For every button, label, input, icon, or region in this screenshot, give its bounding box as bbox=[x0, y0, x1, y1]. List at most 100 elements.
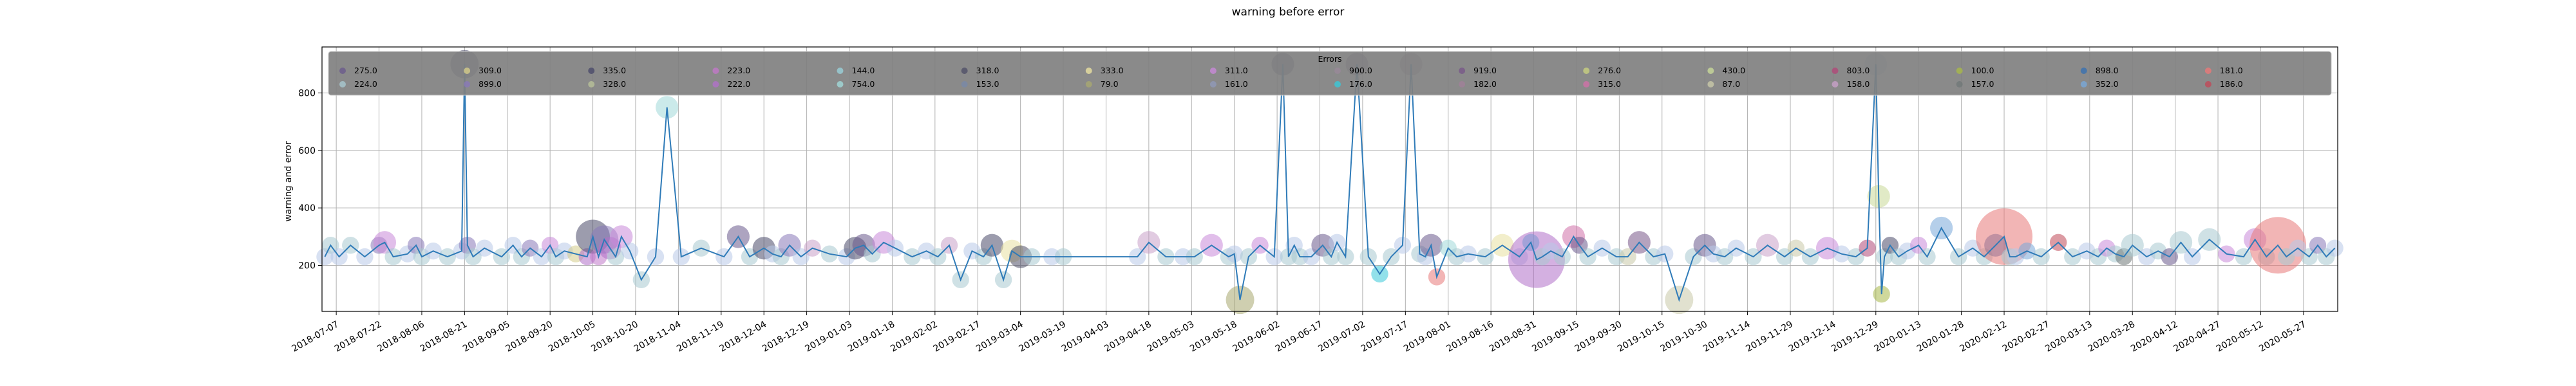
x-tick-label: 2020-05-27 bbox=[2257, 319, 2307, 354]
legend-marker bbox=[464, 81, 471, 87]
legend-marker bbox=[961, 68, 968, 74]
x-tick-label: 2018-08-21 bbox=[419, 319, 469, 354]
legend-entry-label: 223.0 bbox=[727, 66, 750, 75]
legend-marker bbox=[1583, 68, 1590, 74]
x-tick-label: 2018-10-20 bbox=[589, 319, 639, 354]
legend-entry-label: 161.0 bbox=[1225, 79, 1248, 89]
legend-entry-label: 333.0 bbox=[1101, 66, 1124, 75]
x-tick-label: 2018-11-04 bbox=[632, 319, 683, 354]
legend-marker bbox=[1583, 81, 1590, 87]
legend-marker bbox=[1459, 68, 1466, 74]
x-tick-label: 2019-06-02 bbox=[1231, 319, 1282, 354]
x-tick-label: 2019-07-02 bbox=[1316, 319, 1367, 354]
legend-entry-label: 335.0 bbox=[603, 66, 626, 75]
x-tick-label: 2020-04-12 bbox=[2129, 319, 2179, 354]
legend-marker bbox=[464, 68, 471, 74]
plot-frame bbox=[321, 46, 2338, 312]
x-tick-label: 2019-10-30 bbox=[1659, 319, 1709, 354]
legend-marker bbox=[1832, 81, 1839, 87]
legend-entry-label: 176.0 bbox=[1349, 79, 1372, 89]
x-tick-label: 2019-11-14 bbox=[1701, 319, 1752, 354]
legend-marker bbox=[2080, 68, 2087, 74]
y-axis-label: warning and error bbox=[283, 141, 294, 221]
x-tick-label: 2018-09-05 bbox=[461, 319, 511, 354]
legend-entry-label: 430.0 bbox=[1722, 66, 1745, 75]
legend-entry-label: 315.0 bbox=[1598, 79, 1621, 89]
legend-marker bbox=[837, 68, 844, 74]
legend-entry-label: 352.0 bbox=[2096, 79, 2119, 89]
legend-entry-label: 900.0 bbox=[1349, 66, 1372, 75]
legend-marker bbox=[1832, 68, 1839, 74]
x-tick-label: 2020-01-13 bbox=[1873, 319, 1923, 354]
legend-title: Errors bbox=[1318, 54, 1342, 64]
x-tick-label: 2019-05-03 bbox=[1146, 319, 1196, 354]
legend-box bbox=[328, 51, 2332, 96]
x-tick-label: 2019-01-18 bbox=[846, 319, 896, 354]
chart-title: warning before error bbox=[1232, 6, 1345, 19]
legend-marker bbox=[1209, 68, 1217, 74]
x-tick-label: 2019-03-19 bbox=[1017, 319, 1067, 354]
legend-entry-label: 144.0 bbox=[852, 66, 875, 75]
legend-entry-label: 79.0 bbox=[1101, 79, 1119, 89]
legend-marker bbox=[837, 81, 844, 87]
legend-marker bbox=[961, 81, 968, 87]
legend-entry-label: 222.0 bbox=[727, 79, 750, 89]
legend-entry-label: 899.0 bbox=[478, 79, 502, 89]
x-tick-label: 2019-08-01 bbox=[1402, 319, 1452, 354]
y-tick-label: 200 bbox=[298, 261, 316, 271]
legend-entry-label: 186.0 bbox=[2220, 79, 2243, 89]
legend-marker bbox=[712, 68, 719, 74]
x-tick-label: 2020-02-27 bbox=[2001, 319, 2051, 354]
x-tick-label: 2019-02-17 bbox=[932, 319, 982, 354]
legend-entry-label: 275.0 bbox=[354, 66, 377, 75]
x-tick-label: 2019-06-17 bbox=[1274, 319, 1324, 354]
legend-entry-label: 311.0 bbox=[1225, 66, 1248, 75]
x-tick-label: 2019-08-31 bbox=[1488, 319, 1538, 354]
legend-marker bbox=[1956, 68, 1963, 74]
legend-entry-label: 182.0 bbox=[1473, 79, 1497, 89]
x-tick-label: 2019-04-18 bbox=[1103, 319, 1153, 354]
legend-entry-label: 153.0 bbox=[976, 79, 999, 89]
x-tick-label: 2020-05-12 bbox=[2215, 319, 2265, 354]
x-tick-label: 2018-07-22 bbox=[333, 319, 383, 354]
x-tick-label: 2019-02-02 bbox=[889, 319, 939, 354]
x-tick-label: 2019-11-29 bbox=[1744, 319, 1794, 354]
legend-entry-label: 157.0 bbox=[1971, 79, 1994, 89]
legend-entry-label: 309.0 bbox=[478, 66, 502, 75]
legend-marker bbox=[1956, 81, 1963, 87]
x-tick-label: 2019-03-04 bbox=[974, 319, 1025, 354]
legend-entry-label: 803.0 bbox=[1847, 66, 1870, 75]
legend-entry-label: 318.0 bbox=[976, 66, 999, 75]
legend-entry-label: 181.0 bbox=[2220, 66, 2243, 75]
legend-marker bbox=[1334, 81, 1341, 87]
x-tick-label: 2018-09-20 bbox=[504, 319, 554, 354]
x-tick-label: 2019-10-15 bbox=[1616, 319, 1666, 354]
legend-entry-label: 87.0 bbox=[1722, 79, 1740, 89]
legend-marker bbox=[1085, 68, 1092, 74]
legend-entry-label: 224.0 bbox=[354, 79, 377, 89]
line-layer bbox=[324, 64, 2336, 302]
x-tick-label: 2018-12-19 bbox=[761, 319, 811, 354]
legend-marker bbox=[712, 81, 719, 87]
x-tick-label: 2019-09-30 bbox=[1573, 319, 1624, 354]
legend-marker bbox=[1085, 81, 1092, 87]
legend-marker bbox=[2204, 81, 2211, 87]
x-tick-label: 2019-12-29 bbox=[1830, 319, 1880, 354]
legend-marker bbox=[588, 81, 595, 87]
legend-marker bbox=[1707, 81, 1714, 87]
legend-marker bbox=[588, 68, 595, 74]
x-tick-label: 2018-11-19 bbox=[675, 319, 725, 354]
legend-entry-label: 754.0 bbox=[852, 79, 875, 89]
y-tick-label: 600 bbox=[298, 146, 316, 156]
x-tick-label: 2020-02-12 bbox=[1958, 319, 2008, 354]
legend: Errors 275.0 224.0 309.0 899.0 335.0 328.0 223.… bbox=[328, 51, 2332, 96]
legend-entry-label: 276.0 bbox=[1598, 66, 1621, 75]
legend-marker bbox=[339, 68, 346, 74]
x-tick-label: 2019-01-03 bbox=[803, 319, 853, 354]
legend-marker bbox=[2204, 68, 2211, 74]
x-tick-label: 2019-12-14 bbox=[1787, 319, 1838, 354]
legend-marker bbox=[1334, 68, 1341, 74]
x-tick-label: 2020-03-13 bbox=[2043, 319, 2094, 354]
legend-marker bbox=[2080, 81, 2087, 87]
